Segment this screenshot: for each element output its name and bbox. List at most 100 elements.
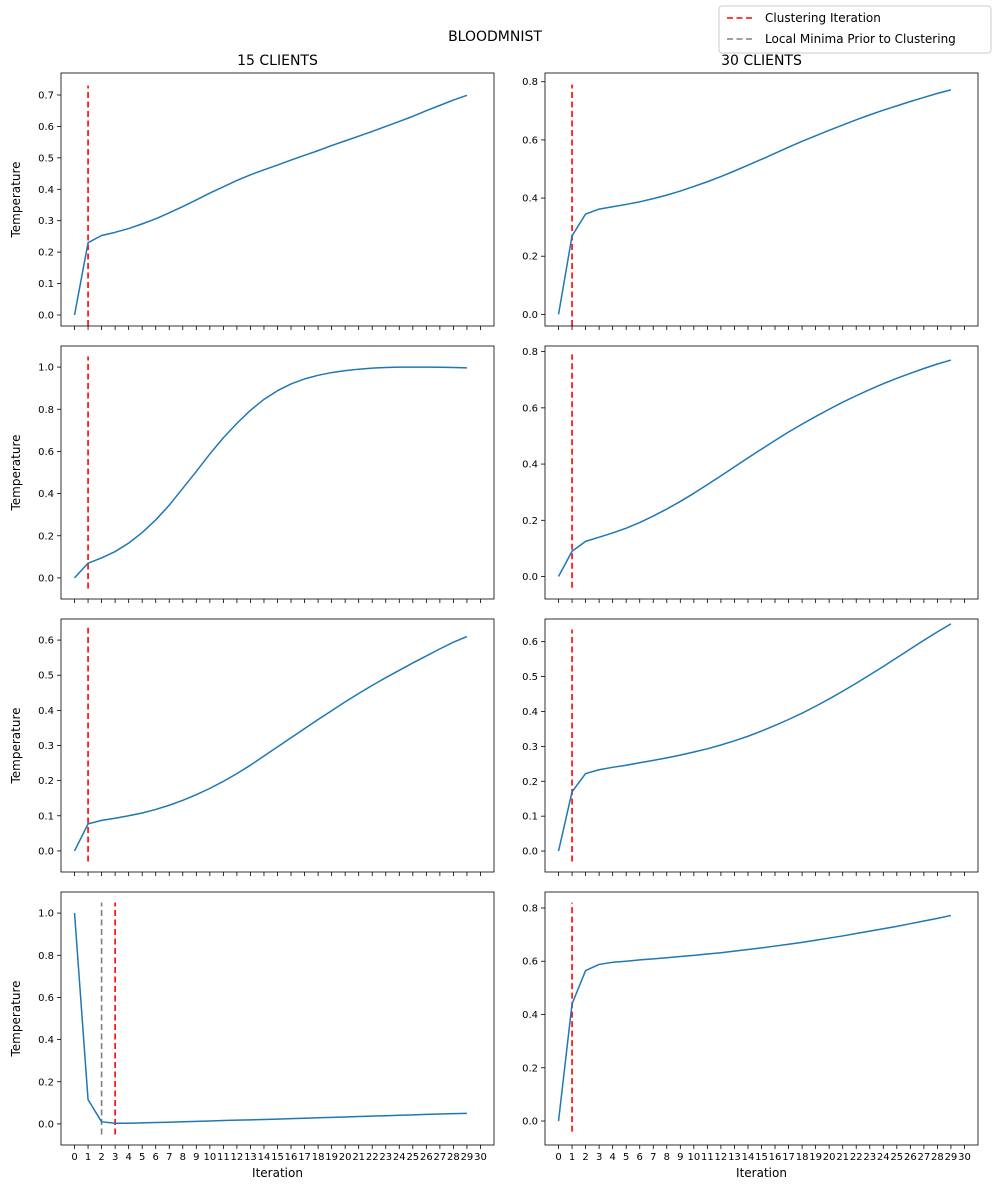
figure-legend: Clustering Iteration Local Minima Prior t… bbox=[718, 5, 992, 54]
y-tick-label: 0.2 bbox=[522, 1063, 538, 1074]
x-tick-label: 25 bbox=[890, 1152, 903, 1163]
y-tick-label: 0.6 bbox=[38, 993, 54, 1004]
x-tick-label: 12 bbox=[715, 1152, 728, 1163]
y-tick-label: 0.6 bbox=[522, 135, 538, 146]
x-tick-label: 0 bbox=[555, 1152, 561, 1163]
x-tick-label: 23 bbox=[863, 1152, 876, 1163]
subplot-1-2: 0.0 0.2 0.4 0.6 0.8 30 CLIENTS bbox=[522, 53, 979, 330]
y-tick-label: 0.8 bbox=[38, 405, 54, 416]
x-tick-label: 5 bbox=[139, 1152, 145, 1163]
x-tick-label: 17 bbox=[782, 1152, 795, 1163]
y-tick-label: 0.2 bbox=[38, 248, 54, 259]
x-tick-label: 28 bbox=[931, 1152, 944, 1163]
y-tick-label: 0.6 bbox=[522, 637, 538, 648]
y-tick-label: 1.0 bbox=[38, 909, 54, 920]
x-tick-label: 2 bbox=[582, 1152, 588, 1163]
axes-frame bbox=[544, 72, 979, 327]
x-tick-label: 9 bbox=[677, 1152, 683, 1163]
x-tick-label: 14 bbox=[258, 1152, 271, 1163]
y-axis-label: Temperature bbox=[9, 980, 23, 1057]
x-tick-label: 26 bbox=[904, 1152, 917, 1163]
x-tick-label: 29 bbox=[461, 1152, 474, 1163]
temperature-series-line bbox=[557, 359, 952, 577]
x-tick-label: 0 bbox=[71, 1152, 77, 1163]
x-tick-label: 29 bbox=[945, 1152, 958, 1163]
x-tick-label: 16 bbox=[285, 1152, 298, 1163]
x-tick-label: 19 bbox=[809, 1152, 822, 1163]
y-tick-label: 0.1 bbox=[38, 811, 54, 822]
column-title: 15 CLIENTS bbox=[237, 53, 318, 69]
y-tick-label: 0.2 bbox=[38, 776, 54, 787]
y-tick-label: 0.4 bbox=[38, 1035, 54, 1046]
x-tick-label: 2 bbox=[98, 1152, 104, 1163]
subplot-2-1: 0.0 0.2 0.4 0.6 0.8 1.0 Temperature bbox=[9, 345, 495, 603]
x-tick-label: 13 bbox=[244, 1152, 257, 1163]
legend-label: Local Minima Prior to Clustering bbox=[765, 32, 956, 46]
y-tick-label: 0.6 bbox=[522, 957, 538, 968]
y-tick-label: 0.2 bbox=[522, 252, 538, 263]
x-tick-label: 10 bbox=[687, 1152, 700, 1163]
y-tick-label: 0.1 bbox=[38, 279, 54, 290]
x-tick-label: 24 bbox=[877, 1152, 890, 1163]
x-tick-label: 21 bbox=[836, 1152, 849, 1163]
x-tick-label: 4 bbox=[609, 1152, 615, 1163]
column-title: 30 CLIENTS bbox=[721, 53, 802, 69]
y-tick-label: 0.5 bbox=[38, 153, 54, 164]
x-tick-label: 8 bbox=[180, 1152, 186, 1163]
y-tick-label: 0.3 bbox=[38, 216, 54, 227]
x-tick-label: 27 bbox=[918, 1152, 931, 1163]
subplot-1-1: 0.0 0.1 0.2 0.3 0.4 0.5 0.6 0.7 15 CLIENTS Temper… bbox=[9, 53, 495, 330]
x-tick-label: 10 bbox=[203, 1152, 216, 1163]
y-tick-label: 0.6 bbox=[38, 636, 54, 647]
x-tick-label: 22 bbox=[366, 1152, 379, 1163]
y-tick-label: 0.2 bbox=[522, 516, 538, 527]
y-tick-label: 0.2 bbox=[522, 777, 538, 788]
subplot-2-2: 0.0 0.2 0.4 0.6 0.8 bbox=[522, 345, 979, 603]
x-tick-label: 11 bbox=[701, 1152, 714, 1163]
x-tick-label: 20 bbox=[339, 1152, 352, 1163]
y-axis-label: Temperature bbox=[9, 707, 23, 784]
x-tick-label: 26 bbox=[420, 1152, 433, 1163]
axes-frame bbox=[544, 345, 979, 600]
y-tick-label: 0.7 bbox=[38, 91, 54, 102]
x-tick-label: 15 bbox=[755, 1152, 768, 1163]
x-tick-label: 12 bbox=[231, 1152, 244, 1163]
y-tick-label: 0.2 bbox=[38, 1077, 54, 1088]
y-tick-label: 0.0 bbox=[38, 573, 54, 584]
x-tick-label: 18 bbox=[796, 1152, 809, 1163]
x-axis-label: Iteration bbox=[736, 1166, 787, 1180]
y-tick-label: 0.0 bbox=[522, 572, 538, 583]
x-tick-label: 22 bbox=[850, 1152, 863, 1163]
x-tick-label: 28 bbox=[447, 1152, 460, 1163]
y-tick-label: 0.5 bbox=[522, 672, 538, 683]
x-tick-label: 25 bbox=[406, 1152, 419, 1163]
subplot-4-2: 0.00.20.40.60.80 1 2 3 4 5 6 7 8 9 10 11 12 13 14 15 16 1… bbox=[522, 891, 979, 1180]
y-tick-label: 0.4 bbox=[522, 707, 538, 718]
x-tick-label: 24 bbox=[393, 1152, 406, 1163]
y-tick-label: 0.6 bbox=[38, 447, 54, 458]
x-tick-label: 30 bbox=[474, 1152, 487, 1163]
axes-frame bbox=[60, 72, 495, 327]
x-tick-label: 1 bbox=[569, 1152, 575, 1163]
subplot-3-2: 0.0 0.1 0.2 0.3 0.4 0.5 0.6 bbox=[522, 618, 979, 876]
x-tick-label: 19 bbox=[325, 1152, 338, 1163]
y-tick-label: 0.8 bbox=[38, 951, 54, 962]
temperature-series-line bbox=[557, 914, 952, 1122]
x-tick-label: 5 bbox=[623, 1152, 629, 1163]
y-tick-label: 0.4 bbox=[522, 460, 538, 471]
y-tick-label: 0.0 bbox=[38, 311, 54, 322]
x-axis-label: Iteration bbox=[252, 1166, 303, 1180]
y-tick-label: 0.6 bbox=[38, 122, 54, 133]
temperature-series-line bbox=[73, 366, 467, 579]
y-tick-label: 0.0 bbox=[522, 1117, 538, 1128]
axes-frame bbox=[544, 891, 979, 1146]
y-tick-label: 0.8 bbox=[522, 77, 538, 88]
temperature-series-line bbox=[73, 635, 468, 852]
axes-frame bbox=[60, 345, 495, 600]
x-tick-label: 23 bbox=[379, 1152, 392, 1163]
x-tick-label: 6 bbox=[637, 1152, 643, 1163]
y-tick-label: 0.0 bbox=[522, 310, 538, 321]
y-tick-label: 0.4 bbox=[38, 489, 54, 500]
y-axis-label: Temperature bbox=[9, 161, 23, 238]
